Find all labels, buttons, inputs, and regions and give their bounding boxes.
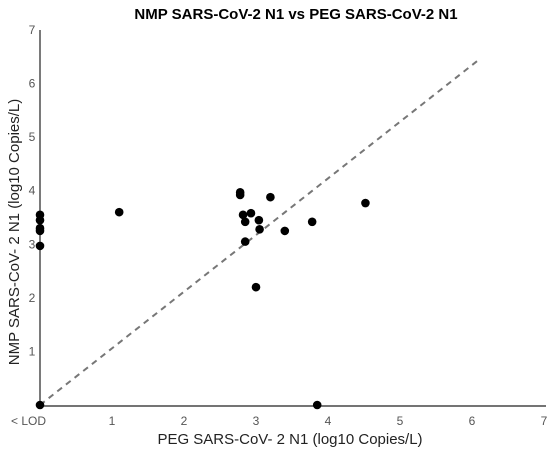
data-point bbox=[251, 282, 261, 292]
data-point bbox=[240, 237, 250, 246]
x-axis-label: PEG SARS-CoV- 2 N1 (log10 Copies/L) bbox=[157, 431, 422, 448]
data-point bbox=[280, 226, 290, 236]
y-axis-label: NMP SARS-CoV- 2 N1 (log10 Copies/L) bbox=[6, 99, 23, 366]
y-tick-labels: 1 2 3 4 5 6 7 bbox=[29, 23, 36, 358]
data-point bbox=[240, 217, 250, 227]
data-point bbox=[235, 190, 245, 200]
x-tick-label: 4 bbox=[325, 414, 332, 428]
x-tick-label: 3 bbox=[253, 414, 260, 428]
x-tick-label: < LOD bbox=[11, 414, 46, 428]
data-point bbox=[266, 192, 275, 202]
data-points bbox=[35, 188, 370, 410]
data-point bbox=[35, 400, 45, 410]
y-tick-label: 4 bbox=[29, 184, 36, 198]
data-point bbox=[246, 208, 256, 218]
x-tick-label: 7 bbox=[541, 414, 548, 428]
x-tick-label: 1 bbox=[109, 414, 116, 428]
data-point bbox=[114, 207, 124, 217]
y-tick-label: 6 bbox=[29, 77, 36, 91]
x-tick-label: 6 bbox=[469, 414, 476, 428]
x-tick-label: 5 bbox=[397, 414, 404, 428]
data-point bbox=[361, 198, 370, 208]
data-point bbox=[35, 226, 45, 236]
data-point bbox=[307, 217, 317, 227]
data-point bbox=[238, 210, 248, 220]
y-tick-label: 5 bbox=[29, 130, 36, 144]
chart-title: NMP SARS-CoV-2 N1 vs PEG SARS-CoV-2 N1 bbox=[134, 6, 457, 23]
x-tick-labels: < LOD 1 2 3 4 5 6 7 bbox=[11, 414, 548, 428]
data-point bbox=[35, 215, 45, 225]
data-point bbox=[255, 224, 264, 234]
y-tick-label: 2 bbox=[29, 291, 36, 305]
data-point bbox=[312, 400, 322, 410]
x-tick-label: 2 bbox=[181, 414, 188, 428]
data-point bbox=[254, 215, 264, 225]
y-tick-label: 1 bbox=[29, 344, 36, 358]
y-tick-label: 7 bbox=[29, 23, 36, 37]
data-point bbox=[35, 241, 45, 251]
y-tick-label: 3 bbox=[29, 237, 36, 251]
